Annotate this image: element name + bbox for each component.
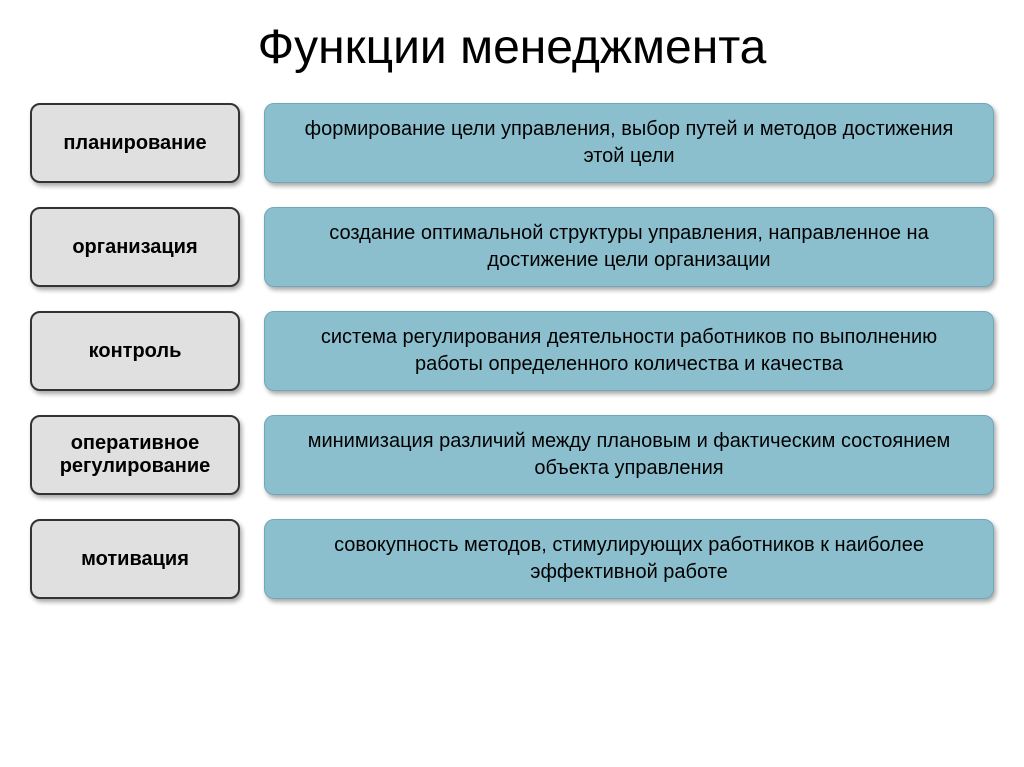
function-label: организация — [30, 207, 240, 287]
function-label: планирование — [30, 103, 240, 183]
function-description: система регулирования деятельности работ… — [264, 311, 994, 391]
page-title: Функции менеджмента — [30, 20, 994, 75]
function-description: совокупность методов, стимулирующих рабо… — [264, 519, 994, 599]
function-row: мотивация совокупность методов, стимулир… — [30, 519, 994, 599]
function-rows: планирование формирование цели управлени… — [30, 103, 994, 599]
function-row: оперативное регулирование минимизация ра… — [30, 415, 994, 495]
function-row: контроль система регулирования деятельно… — [30, 311, 994, 391]
function-label: мотивация — [30, 519, 240, 599]
function-label: контроль — [30, 311, 240, 391]
function-row: планирование формирование цели управлени… — [30, 103, 994, 183]
function-label: оперативное регулирование — [30, 415, 240, 495]
function-description: формирование цели управления, выбор путе… — [264, 103, 994, 183]
function-row: организация создание оптимальной структу… — [30, 207, 994, 287]
function-description: минимизация различий между плановым и фа… — [264, 415, 994, 495]
function-description: создание оптимальной структуры управлени… — [264, 207, 994, 287]
